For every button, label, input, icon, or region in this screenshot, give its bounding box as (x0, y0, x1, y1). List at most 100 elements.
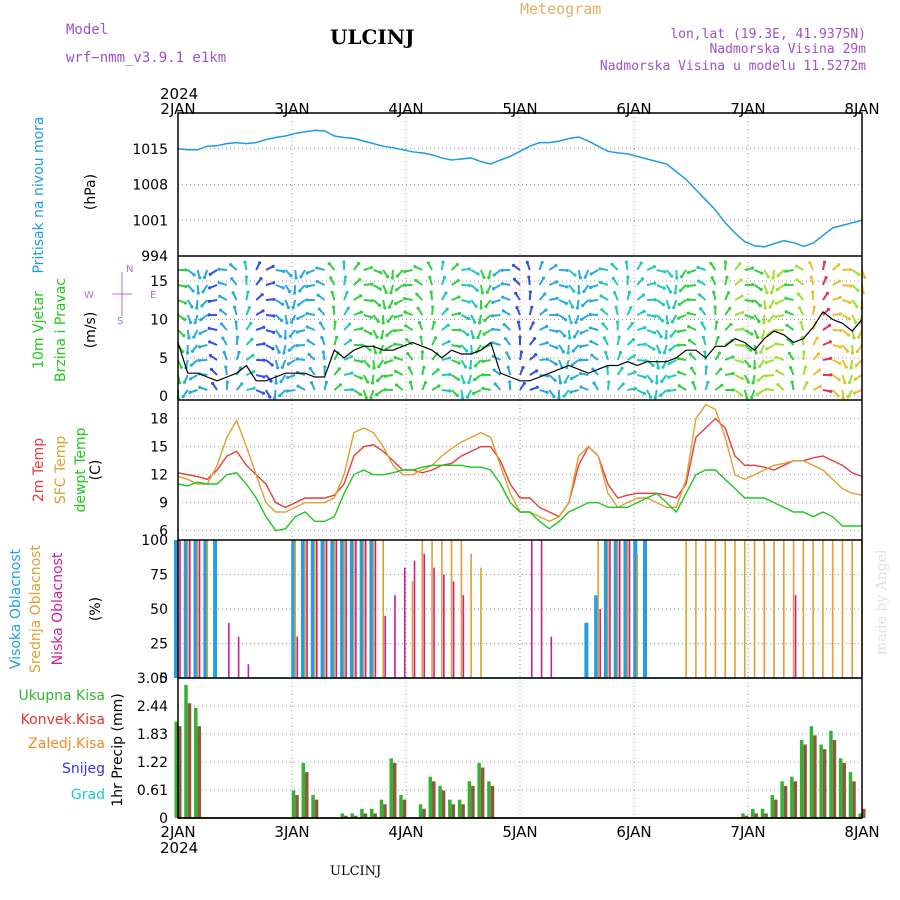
wind-arrow-head (431, 305, 435, 309)
y-tick-label: 0 (159, 811, 168, 827)
wind-speed-line (177, 310, 863, 382)
wind-arrow-head (836, 394, 840, 398)
wind-arrow-head (521, 365, 525, 370)
wind-arrow-head (240, 382, 244, 386)
wind-arrow-head (528, 290, 532, 294)
wind-arrow-head (481, 359, 485, 363)
wind-arrow-head (490, 314, 495, 318)
wind-arrow-head (182, 380, 187, 384)
wind-arrow-head (738, 262, 742, 266)
wind-arrow-head (261, 309, 265, 313)
y-tick-label: 5 (159, 351, 168, 367)
wind-arrow-head (555, 329, 559, 333)
y-tick-label: 100 (141, 533, 168, 549)
wind-arrow-head (305, 311, 309, 316)
wind-arrow-head (815, 336, 819, 340)
wind-arrow-head (417, 320, 422, 325)
wind-arrow-head (519, 350, 524, 354)
wind-arrow-head (557, 396, 561, 400)
wind-arrow-head (287, 348, 291, 352)
precip-legend-entry: Konvek.Kisa (21, 712, 105, 728)
wind-arrow-head (577, 291, 581, 295)
wind-arrow-head (571, 305, 575, 309)
wind-arrow-head (434, 336, 438, 340)
wind-arrow-head (764, 374, 768, 378)
wind-arrow-head (218, 294, 222, 298)
wind-arrow-head (610, 262, 614, 266)
wind-arrow-head (370, 381, 375, 385)
wind-arrow-head (234, 320, 238, 324)
wind-arrow-head (467, 300, 471, 304)
wind-arrow-head (178, 381, 182, 385)
wind-arrow-head (758, 304, 762, 308)
wind-arrow-head (405, 337, 409, 342)
wind-arrow-head (482, 332, 486, 336)
wind-arrow-head (232, 305, 237, 309)
wind-arrow-head (784, 283, 788, 287)
wind-arrow-head (662, 351, 667, 355)
precip-bar (363, 813, 368, 818)
wind-arrow-head (493, 382, 497, 386)
precip-bar (369, 808, 374, 818)
wind-arrow-head (754, 351, 758, 355)
cloud-axis-label: Srednja Oblacnost (28, 545, 44, 673)
precip-bar (350, 813, 354, 818)
wind-arrow-head (281, 286, 285, 290)
wind-arrow-head (350, 371, 354, 375)
wind-arrow-head (420, 350, 425, 354)
wind-arrow-head (208, 340, 212, 344)
wind-arrow-head (358, 392, 363, 397)
y-tick-label: 15 (150, 440, 168, 456)
wind-arrow-head (279, 380, 283, 384)
cloud-axis-label: Visoka Oblacnost (8, 548, 24, 669)
wind-arrow-head (222, 350, 226, 355)
panels-layer: 9941001100810150510156912151802550751000… (8, 100, 880, 841)
wind-arrow-head (297, 303, 301, 307)
wind-arrow-head (652, 265, 656, 269)
wind-arrow-head (756, 378, 761, 383)
model-elevation-label: Nadmorska Visina u modelu 11.5272m (600, 59, 866, 74)
wind-arrow-head (667, 375, 671, 379)
wind-arrow-head (750, 316, 754, 320)
wind-arrow-head (236, 335, 240, 339)
wind-arrow-head (667, 306, 671, 310)
wind-arrow-head (527, 275, 531, 279)
wind-arrow-head (566, 351, 570, 355)
wind-arrow-head (403, 270, 407, 274)
wind-arrow-head (624, 260, 628, 264)
wind-arrow-head (393, 329, 397, 333)
y-tick-label: 3.05 (137, 671, 168, 687)
wind-arrow-head (373, 351, 378, 355)
wind-arrow-head (502, 323, 506, 327)
wind-arrow-head (272, 281, 276, 285)
wind-arrow-head (784, 269, 788, 273)
wind-arrow-head (765, 347, 769, 351)
wind-arrow-head (456, 377, 460, 381)
precip-bar (793, 781, 798, 818)
wind-arrow-head (199, 318, 203, 322)
x-tick-label-top: 4JAN (388, 100, 423, 118)
wind-arrow-head (184, 268, 188, 272)
wind-arrow-head (561, 350, 565, 354)
wind-arrow-head (429, 290, 433, 294)
wind-arrow-head (369, 396, 373, 400)
y-tick-label: 1.22 (137, 755, 168, 771)
wind-arrow-head (756, 335, 760, 339)
wind-arrow-head (775, 287, 779, 292)
wind-arrow-head (760, 271, 764, 275)
precip-bar (744, 815, 749, 818)
wind-arrow-head (800, 335, 804, 339)
x-tick-label-top: 6JAN (616, 100, 651, 118)
wind-arrow-head (367, 364, 371, 368)
precip-bar (754, 813, 759, 818)
x-tick-label-bottom: 5JAN (502, 823, 537, 841)
wind-arrow-head (677, 302, 682, 307)
wind-arrow-head (797, 306, 802, 310)
wind-arrow-head (843, 381, 847, 385)
wind-arrow-head (291, 306, 295, 310)
wind-arrow-head (857, 272, 861, 276)
wind-arrow-head (252, 386, 256, 390)
wind-arrow-head (853, 320, 858, 324)
wind-arrow-head (592, 381, 596, 385)
model-value: wrf−nmm_v3.9.1 e1km (66, 50, 226, 66)
